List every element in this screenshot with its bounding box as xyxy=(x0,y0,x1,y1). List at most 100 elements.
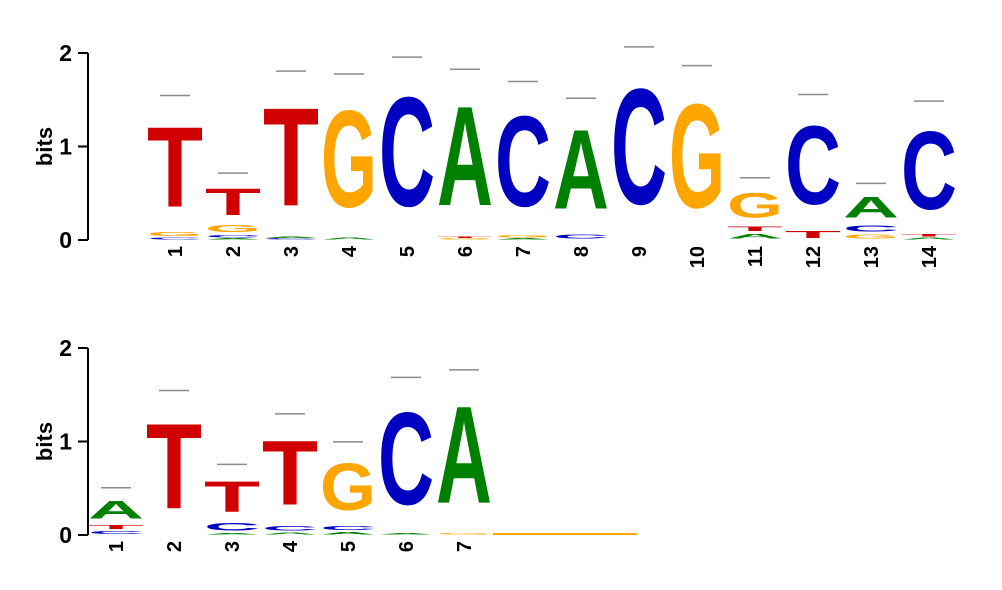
logo-letter-A: A xyxy=(495,238,551,240)
logo-stack-7: AGC xyxy=(495,80,551,240)
logo-letter-C: C xyxy=(901,109,957,233)
logo-letter-T: T xyxy=(727,225,783,233)
logo-letter-C: C xyxy=(553,233,609,240)
x-tick-label: 1 xyxy=(165,246,187,257)
logo-letter-G: G xyxy=(727,186,783,225)
logo-letter-C: C xyxy=(147,237,203,240)
logo-stack-3: ACT xyxy=(204,463,260,535)
logo-letter-A: A xyxy=(843,192,899,224)
logo-letter-T: T xyxy=(146,397,202,534)
logo-letter-A: A xyxy=(262,532,318,535)
logo-letter-C: C xyxy=(320,525,376,532)
y-tick-label: 2 xyxy=(59,40,72,66)
logo-letter-C: C xyxy=(495,88,551,234)
logo-letter-T: T xyxy=(437,236,493,238)
logo-letter-A: A xyxy=(901,237,957,240)
logo-letter-G: G xyxy=(843,233,899,240)
logo-letter-C: C xyxy=(611,55,667,239)
logo-stack-1: CTA xyxy=(88,486,144,535)
logo-letter-C: C xyxy=(204,521,260,533)
logo-letter-A: A xyxy=(553,106,609,233)
logo-letter-T: T xyxy=(901,233,957,237)
logo-letter-T: T xyxy=(147,103,203,231)
logo-stack-12: TC xyxy=(785,93,841,240)
logo-letter-A: A xyxy=(727,232,783,240)
logo-stack-7: GA xyxy=(436,369,492,535)
logo-stack-3: CAT xyxy=(263,70,319,240)
x-tick-label: 3 xyxy=(281,246,303,257)
logo-letter-A: A xyxy=(321,237,377,240)
logo-stack-8: CA xyxy=(553,97,609,240)
logo-stack-5: ACG xyxy=(320,441,376,535)
x-tick-label: 5 xyxy=(397,246,419,257)
x-tick-label: 4 xyxy=(339,245,361,257)
logo-letter-C: C xyxy=(263,238,319,240)
logo-letter-T: T xyxy=(263,80,319,236)
logo-letter-A: A xyxy=(436,377,492,533)
x-tick-label: 14 xyxy=(919,245,941,268)
logo-stack-10: G xyxy=(669,64,725,239)
logo-letter-A: A xyxy=(205,238,261,240)
logo-letter-A: A xyxy=(320,531,376,535)
logo-stack-6: GTA xyxy=(437,68,493,240)
x-tick-label: 13 xyxy=(861,246,883,268)
logo-letter-G: G xyxy=(437,238,493,240)
x-tick-label: 12 xyxy=(803,246,825,268)
logo-letter-T: T xyxy=(204,473,260,521)
logo-letter-A: A xyxy=(204,533,260,535)
y-tick-label: 2 xyxy=(59,335,72,361)
logo-stack-14: ATC xyxy=(901,100,957,240)
logo-letter-T: T xyxy=(785,229,841,240)
x-tick-label: 6 xyxy=(455,246,477,257)
x-tick-label: 8 xyxy=(571,246,593,257)
logo-letter-T: T xyxy=(262,422,318,524)
x-tick-label: 7 xyxy=(513,246,535,257)
logo-letter-G: G xyxy=(205,223,261,234)
logo-letter-G: G xyxy=(669,72,725,239)
y-tick-label: 0 xyxy=(59,227,72,253)
logo-stack-11: ATG xyxy=(727,177,783,240)
logo-letter-C: C xyxy=(785,103,841,229)
logo-stack-2: T xyxy=(146,389,202,534)
y-axis-label: bits xyxy=(32,422,57,461)
logo-letter-C: C xyxy=(843,224,899,233)
logo-letter-A: A xyxy=(88,496,144,524)
logo-stack-5: C xyxy=(379,56,435,240)
logo-letter-T: T xyxy=(88,524,144,531)
logo-letter-G: G xyxy=(147,232,203,238)
logo-letter-G: G xyxy=(321,82,377,236)
x-tick-label: 3 xyxy=(222,541,244,552)
y-tick-label: 1 xyxy=(59,134,72,160)
logo-stack-4: AG xyxy=(321,73,377,240)
x-tick-label: 5 xyxy=(338,541,360,552)
x-tick-label: 7 xyxy=(454,541,476,552)
logo-letter-G: G xyxy=(495,234,551,238)
x-tick-label: 10 xyxy=(687,246,709,268)
logo-letter-C: C xyxy=(379,65,435,240)
logo-letter-C: C xyxy=(378,385,434,533)
x-tick-label: 1 xyxy=(106,541,128,552)
logo-letter-C: C xyxy=(205,234,261,238)
y-tick-label: 1 xyxy=(59,429,72,455)
x-tick-label: 9 xyxy=(629,246,651,257)
logo-letter-T: T xyxy=(205,181,261,223)
logo-stack-4: ACT xyxy=(262,413,318,535)
logo-stack-1: CGT xyxy=(147,94,203,240)
logo-stack-6: AC xyxy=(378,376,434,535)
x-tick-label: 11 xyxy=(745,246,767,267)
y-axis-label: bits xyxy=(32,127,57,166)
logo-letter-C: C xyxy=(88,530,144,535)
x-tick-label: 6 xyxy=(396,541,418,552)
logo-letter-G: G xyxy=(436,533,492,535)
logo-letter-A: A xyxy=(437,77,493,236)
logo-panel-top: 012bitsCGT1ACGT2CAT3AG4C5GTA6AGC7CA8C9G1… xyxy=(32,40,957,268)
y-tick-label: 0 xyxy=(59,522,72,548)
x-tick-label: 2 xyxy=(164,541,186,552)
x-tick-label: 4 xyxy=(280,540,302,552)
logo-letter-G: G xyxy=(320,449,376,524)
logo-letter-A: A xyxy=(263,236,319,238)
logo-letter-A: A xyxy=(378,533,434,535)
